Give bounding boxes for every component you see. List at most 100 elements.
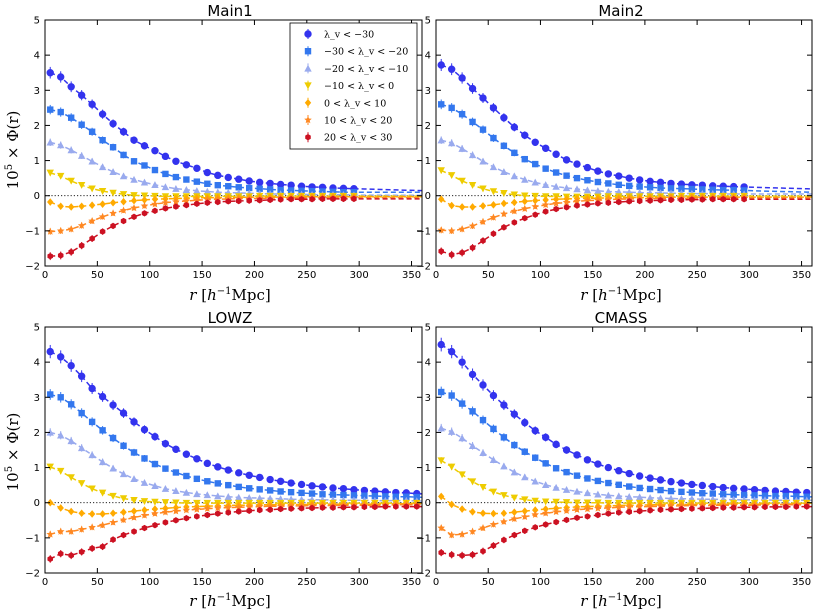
data-point-cmass-1-32 [772, 492, 779, 500]
data-point-main1-4-9 [141, 196, 148, 204]
data-point-lowz-0-0 [46, 347, 54, 356]
model-curve-cmass-1 [440, 391, 812, 498]
y-tick-label: 5 [34, 323, 40, 334]
x-tick-label: 50 [482, 270, 495, 281]
data-point-lowz-0-22 [276, 477, 285, 485]
data-point-cmass-6-4 [480, 548, 486, 555]
y-tick-label: 1 [425, 463, 431, 474]
data-point-main2-0-1 [447, 65, 456, 73]
data-point-main1-0-1 [57, 73, 65, 81]
data-point-main2-6-11 [553, 205, 559, 213]
data-point-lowz-5-7 [119, 515, 128, 524]
data-point-cmass-0-7 [510, 410, 519, 418]
data-point-main1-2-4 [88, 157, 96, 165]
data-point-main2-1-24 [688, 185, 696, 193]
data-point-cmass-0-15 [594, 460, 602, 468]
x-tick-label: 300 [350, 270, 369, 281]
x-tick-label: 200 [635, 270, 654, 281]
data-point-lowz-0-8 [130, 418, 138, 426]
data-point-cmass-2-2 [458, 434, 466, 442]
data-point-lowz-6-10 [152, 522, 158, 529]
data-point-main1-1-23 [287, 187, 295, 194]
x-tick-label: 200 [245, 577, 264, 588]
y-tick-label: 0 [34, 498, 40, 509]
data-point-main1-6-8 [131, 213, 137, 220]
data-point-cmass-5-18 [625, 502, 634, 511]
data-point-lowz-1-5 [99, 427, 106, 434]
data-point-lowz-3-1 [57, 467, 65, 475]
data-point-main2-6-14 [584, 201, 591, 208]
axes-frame [44, 19, 423, 267]
data-point-lowz-3-2 [67, 474, 75, 482]
data-point-main1-2-2 [67, 146, 75, 154]
data-point-main2-2-15 [594, 187, 602, 194]
x-tick-label: 250 [688, 577, 707, 588]
data-point-main2-5-5 [489, 213, 498, 221]
data-point-main2-6-26 [710, 196, 716, 203]
data-point-cmass-0-23 [677, 479, 686, 487]
data-point-main1-4-4 [88, 201, 96, 210]
data-point-cmass-0-19 [635, 472, 644, 480]
data-point-main1-5-0 [46, 227, 55, 235]
legend-marker-2 [304, 64, 312, 72]
data-point-main2-1-9 [532, 160, 539, 168]
data-point-lowz-1-18 [235, 483, 242, 491]
y-tick-label: 1 [34, 156, 40, 167]
data-point-main2-6-21 [657, 197, 664, 204]
data-point-cmass-1-9 [532, 454, 539, 461]
data-point-lowz-6-15 [204, 511, 211, 519]
data-point-cmass-4-9 [532, 506, 539, 514]
x-tick-label: 250 [297, 270, 316, 281]
data-point-cmass-3-8 [521, 496, 529, 504]
data-point-cmass-1-4 [479, 416, 487, 424]
y-tick-label: −2 [25, 262, 40, 273]
data-point-lowz-6-22 [277, 505, 284, 513]
data-point-cmass-3-7 [510, 494, 519, 502]
data-point-cmass-3-10 [541, 498, 550, 506]
data-point-lowz-6-11 [162, 519, 169, 526]
legend-box [289, 22, 418, 150]
data-point-main2-0-12 [562, 156, 571, 164]
data-point-cmass-5-15 [594, 504, 602, 512]
data-point-lowz-5-16 [213, 503, 222, 512]
data-point-main2-1-16 [605, 180, 612, 187]
data-point-cmass-2-3 [468, 442, 477, 449]
data-point-main2-6-16 [605, 199, 612, 206]
y-tick-label: 4 [425, 51, 431, 62]
data-point-main2-6-10 [542, 208, 549, 215]
x-tick-label: 0 [42, 577, 48, 588]
data-point-main1-5-3 [77, 221, 86, 229]
data-point-cmass-1-10 [542, 460, 549, 467]
legend-label-2: −20 < λ_v < −10 [324, 64, 408, 75]
data-point-cmass-6-31 [762, 503, 768, 511]
data-point-lowz-0-12 [172, 445, 180, 453]
data-point-cmass-0-22 [667, 477, 675, 486]
data-point-lowz-0-20 [255, 473, 264, 482]
data-point-cmass-2-14 [583, 489, 592, 497]
data-point-lowz-5-17 [224, 503, 233, 511]
data-point-cmass-2-0 [437, 424, 445, 432]
data-point-main2-2-0 [437, 136, 445, 144]
data-point-main1-6-9 [141, 210, 148, 217]
data-point-lowz-0-2 [67, 361, 75, 370]
data-point-main1-1-7 [120, 151, 127, 159]
data-point-cmass-2-9 [531, 477, 539, 485]
data-point-lowz-1-12 [172, 469, 180, 476]
data-point-cmass-0-28 [729, 484, 738, 493]
data-point-lowz-1-11 [162, 465, 169, 472]
data-point-main2-3-4 [479, 185, 487, 193]
data-point-main2-0-14 [583, 163, 592, 172]
data-point-cmass-1-27 [720, 491, 727, 498]
data-point-main2-6-22 [668, 196, 674, 204]
data-point-main2-1-15 [594, 178, 602, 186]
data-point-main2-1-8 [521, 155, 528, 163]
y-tick-label: 2 [34, 428, 40, 439]
data-point-main1-4-1 [57, 202, 64, 211]
data-point-main2-2-14 [583, 186, 592, 194]
data-point-main2-6-27 [720, 196, 726, 203]
data-point-main2-1-27 [720, 186, 727, 194]
y-tick-label: 3 [425, 393, 431, 404]
data-point-main2-5-14 [583, 196, 592, 204]
axes-frame [435, 19, 813, 267]
data-point-cmass-1-0 [438, 388, 445, 396]
